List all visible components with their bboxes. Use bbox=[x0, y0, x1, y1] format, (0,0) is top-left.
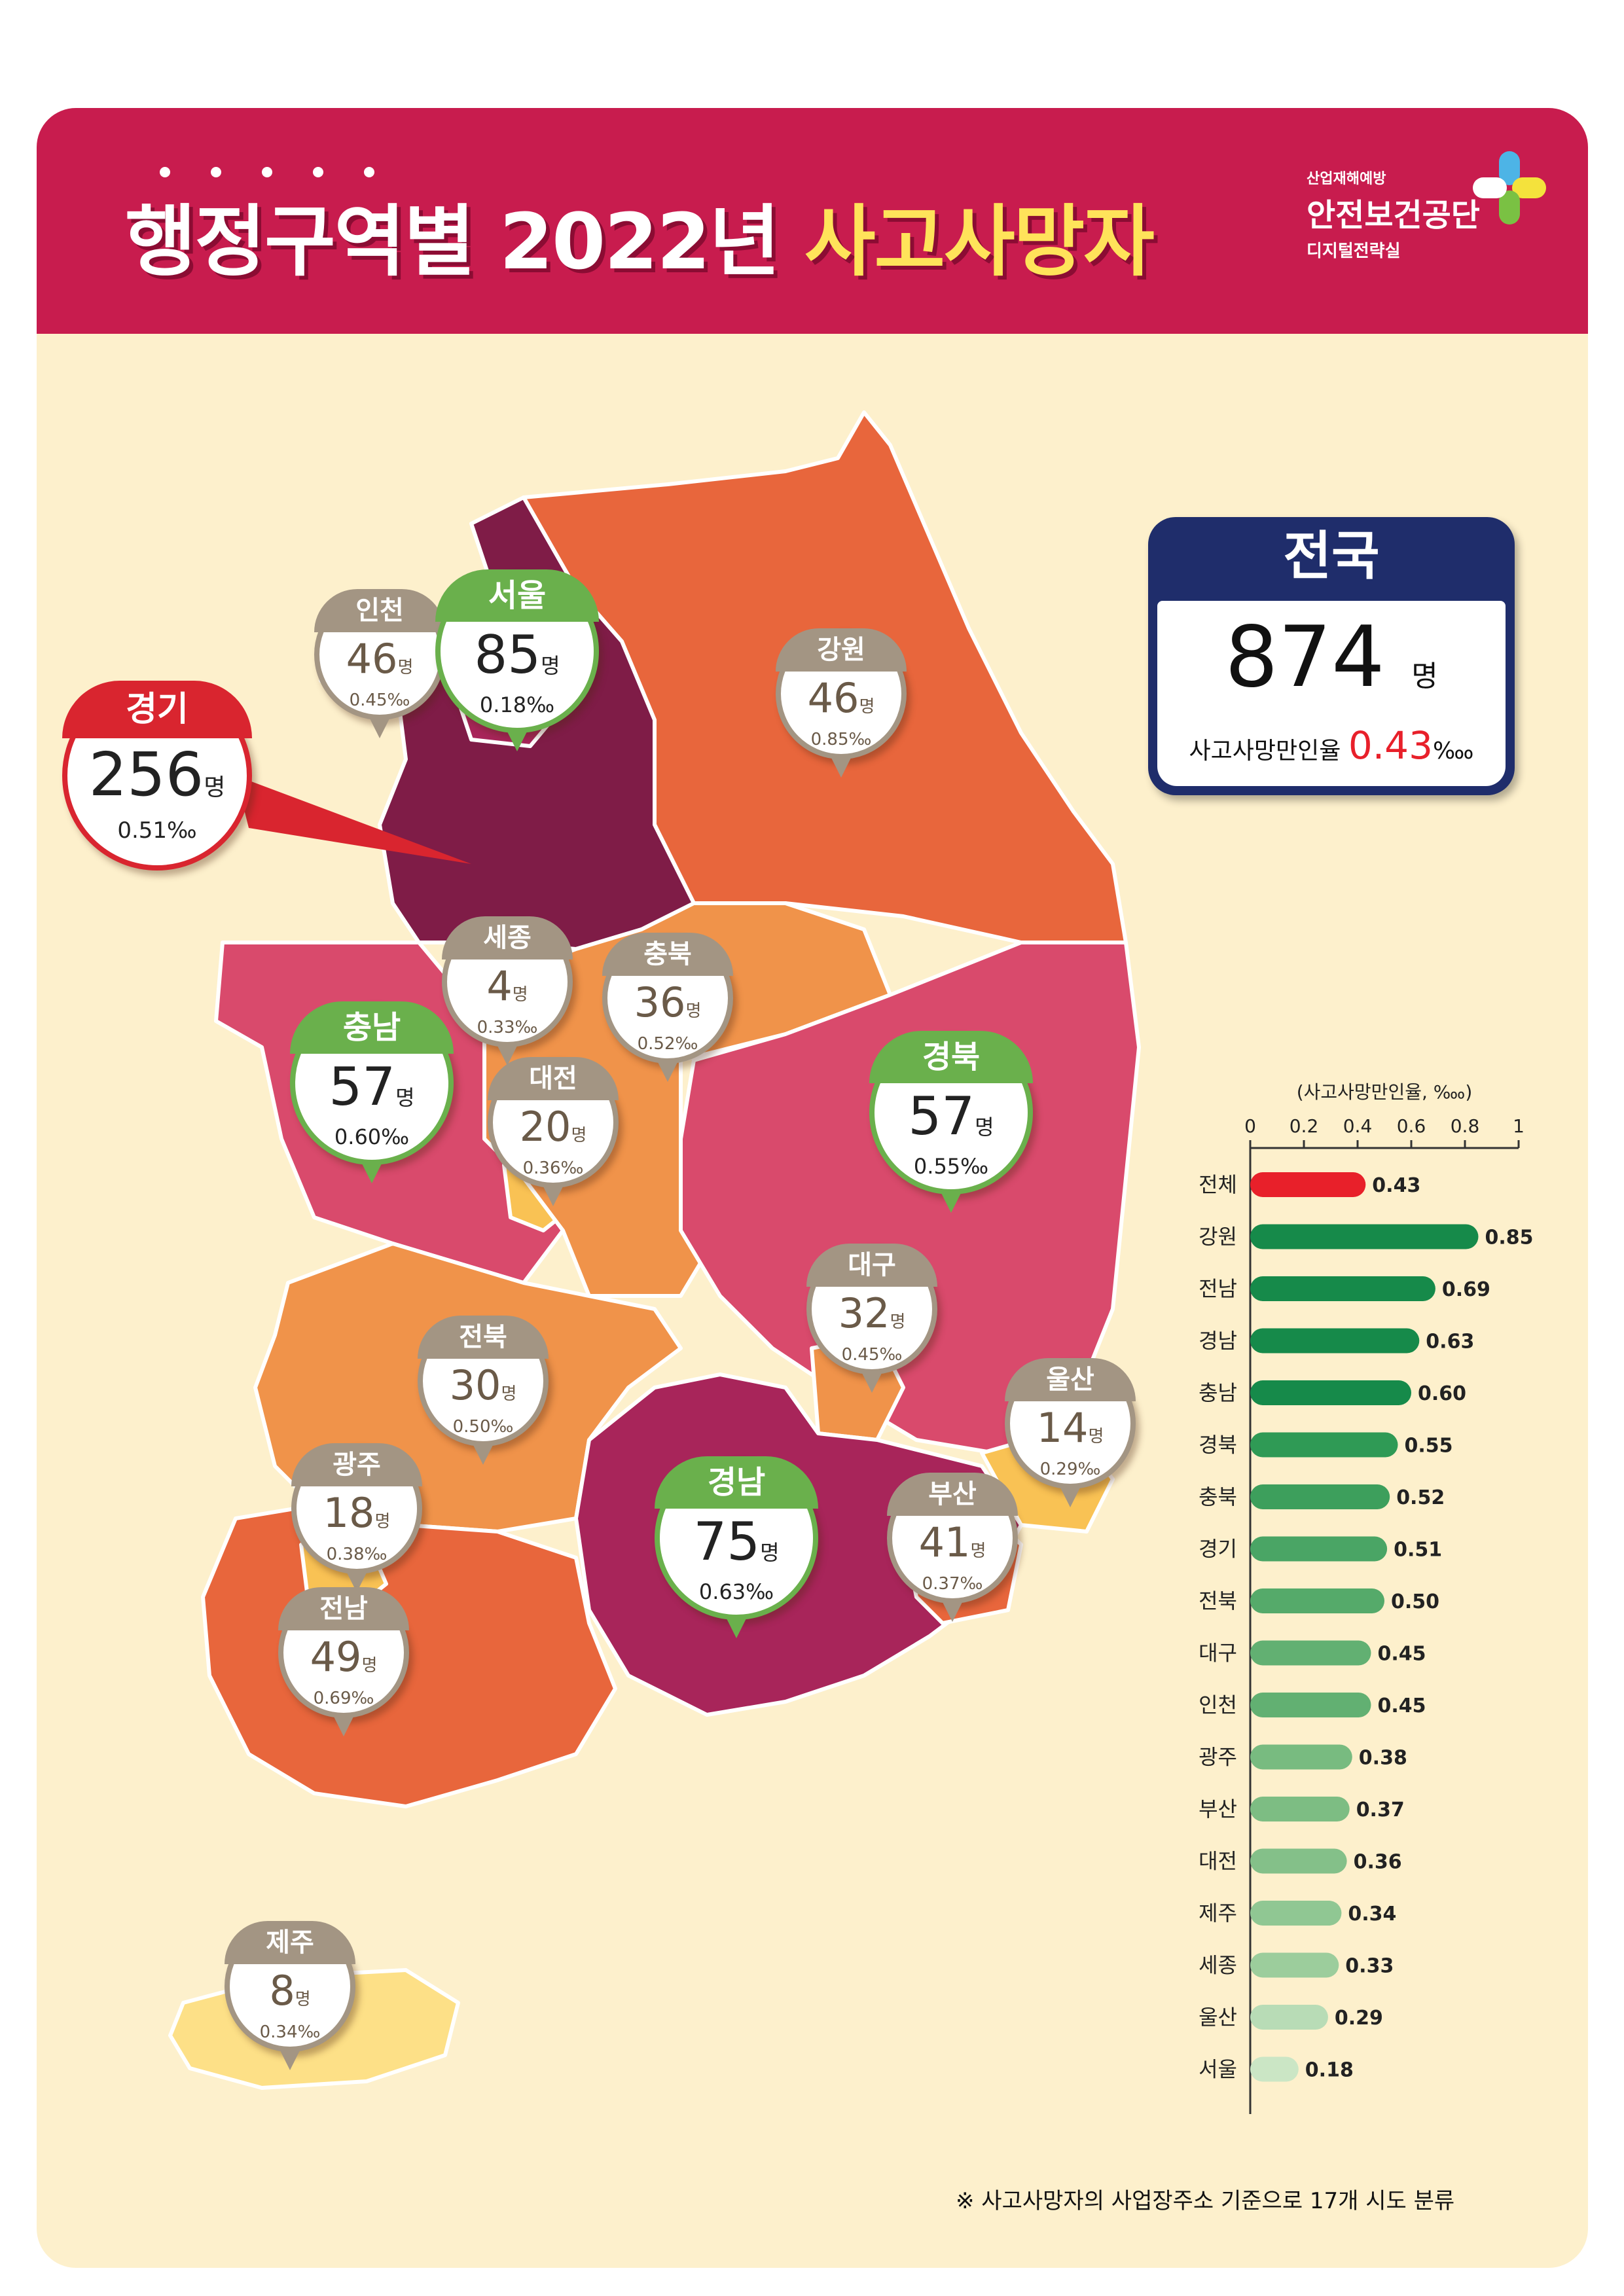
chart-category-label: 서울 bbox=[1199, 2057, 1237, 2082]
logo-line2: 안전보건공단 bbox=[1307, 197, 1480, 234]
chart-bar bbox=[1250, 1744, 1352, 1770]
region-pin-세종: 세종 4명 0.33‰ bbox=[442, 916, 573, 1066]
chart-category-label: 전체 bbox=[1199, 1172, 1237, 1197]
chart-category-label: 충남 bbox=[1199, 1380, 1237, 1405]
chart-category-label: 대구 bbox=[1199, 1641, 1237, 1666]
kosha-cross-icon bbox=[1473, 151, 1546, 224]
chart-category-label: 울산 bbox=[1199, 2005, 1237, 2030]
logo-line3: 디지털전략실 bbox=[1307, 242, 1401, 261]
chart-bar bbox=[1250, 1432, 1398, 1458]
chart-tick-label: 0.8 bbox=[1451, 1115, 1480, 1137]
region-pin-울산: 울산 14명 0.29‰ bbox=[1005, 1358, 1136, 1507]
national-label: 전국 bbox=[1283, 526, 1380, 586]
chart-bar bbox=[1250, 1224, 1479, 1249]
chart-category-label: 전남 bbox=[1199, 1276, 1237, 1301]
chart-bar bbox=[1250, 1172, 1366, 1197]
chart-data-label: 0.34 bbox=[1348, 1903, 1396, 1926]
chart-data-label: 0.43 bbox=[1372, 1174, 1420, 1197]
chart-bar bbox=[1250, 1693, 1371, 1717]
chart-bar bbox=[1250, 1276, 1435, 1301]
region-pin-서울: 서울 85명 0.18‰ bbox=[435, 569, 599, 751]
chart-data-label: 0.50 bbox=[1391, 1590, 1439, 1613]
chart-category-label: 경북 bbox=[1199, 1433, 1237, 1458]
rate-bar-chart: (사고사망만인율, ‱) 0 0.2 0.4 0.6 0.8 1 전체 0.43 강원 0.85 전남… bbox=[1199, 1081, 1534, 2114]
chart-tick-label: 1 bbox=[1513, 1115, 1525, 1137]
region-pin-제주: 제주 8명 0.34‰ bbox=[225, 1921, 355, 2070]
gyeonggi-callout-pointer bbox=[236, 776, 471, 864]
chart-data-label: 0.60 bbox=[1418, 1382, 1466, 1405]
region-pin-전북: 전북 30명 0.50‰ bbox=[418, 1316, 549, 1465]
kosha-logo-text: 산업재해예방 안전보건공단 디지털전략실 bbox=[1307, 167, 1480, 262]
chart-data-label: 0.45 bbox=[1378, 1643, 1426, 1666]
region-pin-경기: 경기 256명 0.51‰ bbox=[62, 681, 252, 870]
chart-data-label: 0.29 bbox=[1335, 2007, 1383, 2030]
chart-category-label: 대전 bbox=[1199, 1849, 1237, 1874]
chart-category-label: 충북 bbox=[1199, 1484, 1237, 1509]
footnote: ※ 사고사망자의 사업장주소 기준으로 17개 시도 분류 bbox=[956, 2188, 1455, 2214]
chart-category-label: 인천 bbox=[1199, 1693, 1237, 1717]
national-body: 874 명 사고사망만인율 0.43‱ bbox=[1157, 601, 1506, 786]
national-rate: 사고사망만인율 0.43‱ bbox=[1189, 723, 1474, 768]
chart-bar bbox=[1250, 1484, 1390, 1509]
chart-tick-label: 0 bbox=[1244, 1115, 1256, 1137]
chart-data-label: 0.85 bbox=[1485, 1227, 1534, 1249]
chart-data-label: 0.55 bbox=[1405, 1435, 1453, 1458]
chart-tick-label: 0.2 bbox=[1290, 1115, 1319, 1137]
region-pin-충남: 충남 57명 0.60‰ bbox=[290, 1001, 454, 1183]
chart-bar bbox=[1250, 2056, 1299, 2082]
chart-tick-label: 0.6 bbox=[1397, 1115, 1426, 1137]
header-banner: 행정구역별 2022년 사고사망자 산업재해예방 안전보건공단 디지털전략실 bbox=[37, 108, 1588, 334]
national-count: 874 명 bbox=[1225, 609, 1438, 706]
region-pin-대구: 대구 32명 0.45‰ bbox=[806, 1244, 937, 1393]
chart-bar bbox=[1250, 1901, 1342, 1926]
national-summary-box: 전국 874 명 사고사망만인율 0.43‱ bbox=[1148, 517, 1515, 795]
region-pin-충북: 충북 36명 0.52‰ bbox=[602, 933, 733, 1082]
chart-data-label: 0.51 bbox=[1394, 1539, 1442, 1562]
chart-bar bbox=[1250, 1797, 1350, 1821]
region-pin-광주: 광주 18명 0.38‰ bbox=[291, 1443, 422, 1592]
region-pin-경남: 경남 75명 0.63‰ bbox=[655, 1456, 818, 1638]
chart-data-label: 0.52 bbox=[1396, 1486, 1445, 1509]
chart-category-label: 강원 bbox=[1199, 1225, 1237, 1249]
chart-bar bbox=[1250, 2005, 1328, 2030]
chart-data-label: 0.37 bbox=[1356, 1799, 1405, 1821]
chart-data-label: 0.45 bbox=[1378, 1695, 1426, 1717]
chart-data-label: 0.38 bbox=[1359, 1747, 1407, 1770]
region-pin-전남: 전남 49명 0.69‰ bbox=[278, 1587, 409, 1736]
region-pin-경북: 경북 57명 0.55‰ bbox=[869, 1031, 1033, 1213]
chart-category-label: 제주 bbox=[1199, 1901, 1237, 1926]
chart-bar bbox=[1250, 1328, 1420, 1354]
logo-line1: 산업재해예방 bbox=[1307, 171, 1386, 187]
title-highlight: 사고사망자 bbox=[804, 196, 1155, 287]
region-pin-대전: 대전 20명 0.36‰ bbox=[488, 1057, 619, 1206]
chart-category-label: 전북 bbox=[1199, 1588, 1237, 1613]
page-title: 행정구역별 2022년 사고사망자 bbox=[125, 179, 1155, 291]
chart-tick-label: 0.4 bbox=[1343, 1115, 1373, 1137]
chart-category-label: 부산 bbox=[1199, 1797, 1237, 1821]
region-pin-부산: 부산 41명 0.37‰ bbox=[887, 1473, 1018, 1622]
chart-axis-title: (사고사망만인율, ‱) bbox=[1297, 1081, 1473, 1103]
title-prefix: 행정구역별 2022년 bbox=[125, 196, 780, 287]
region-pin-강원: 강원 46명 0.85‰ bbox=[776, 628, 907, 778]
chart-category-label: 경남 bbox=[1199, 1329, 1237, 1354]
chart-category-label: 광주 bbox=[1199, 1745, 1237, 1770]
chart-category-label: 경기 bbox=[1199, 1537, 1237, 1562]
chart-data-label: 0.63 bbox=[1426, 1331, 1474, 1354]
chart-data-label: 0.18 bbox=[1305, 2059, 1354, 2082]
chart-bar bbox=[1250, 1952, 1339, 1978]
chart-bar bbox=[1250, 1848, 1347, 1874]
region-pin-인천: 인천 46명 0.45‰ bbox=[314, 589, 445, 738]
chart-category-label: 세종 bbox=[1199, 1953, 1237, 1978]
chart-data-label: 0.33 bbox=[1345, 1955, 1394, 1978]
chart-bar bbox=[1250, 1536, 1388, 1562]
chart-bar bbox=[1250, 1588, 1384, 1613]
chart-data-label: 0.36 bbox=[1354, 1851, 1402, 1874]
chart-bar bbox=[1250, 1380, 1411, 1405]
chart-bar bbox=[1250, 1640, 1371, 1666]
chart-data-label: 0.69 bbox=[1442, 1278, 1490, 1301]
